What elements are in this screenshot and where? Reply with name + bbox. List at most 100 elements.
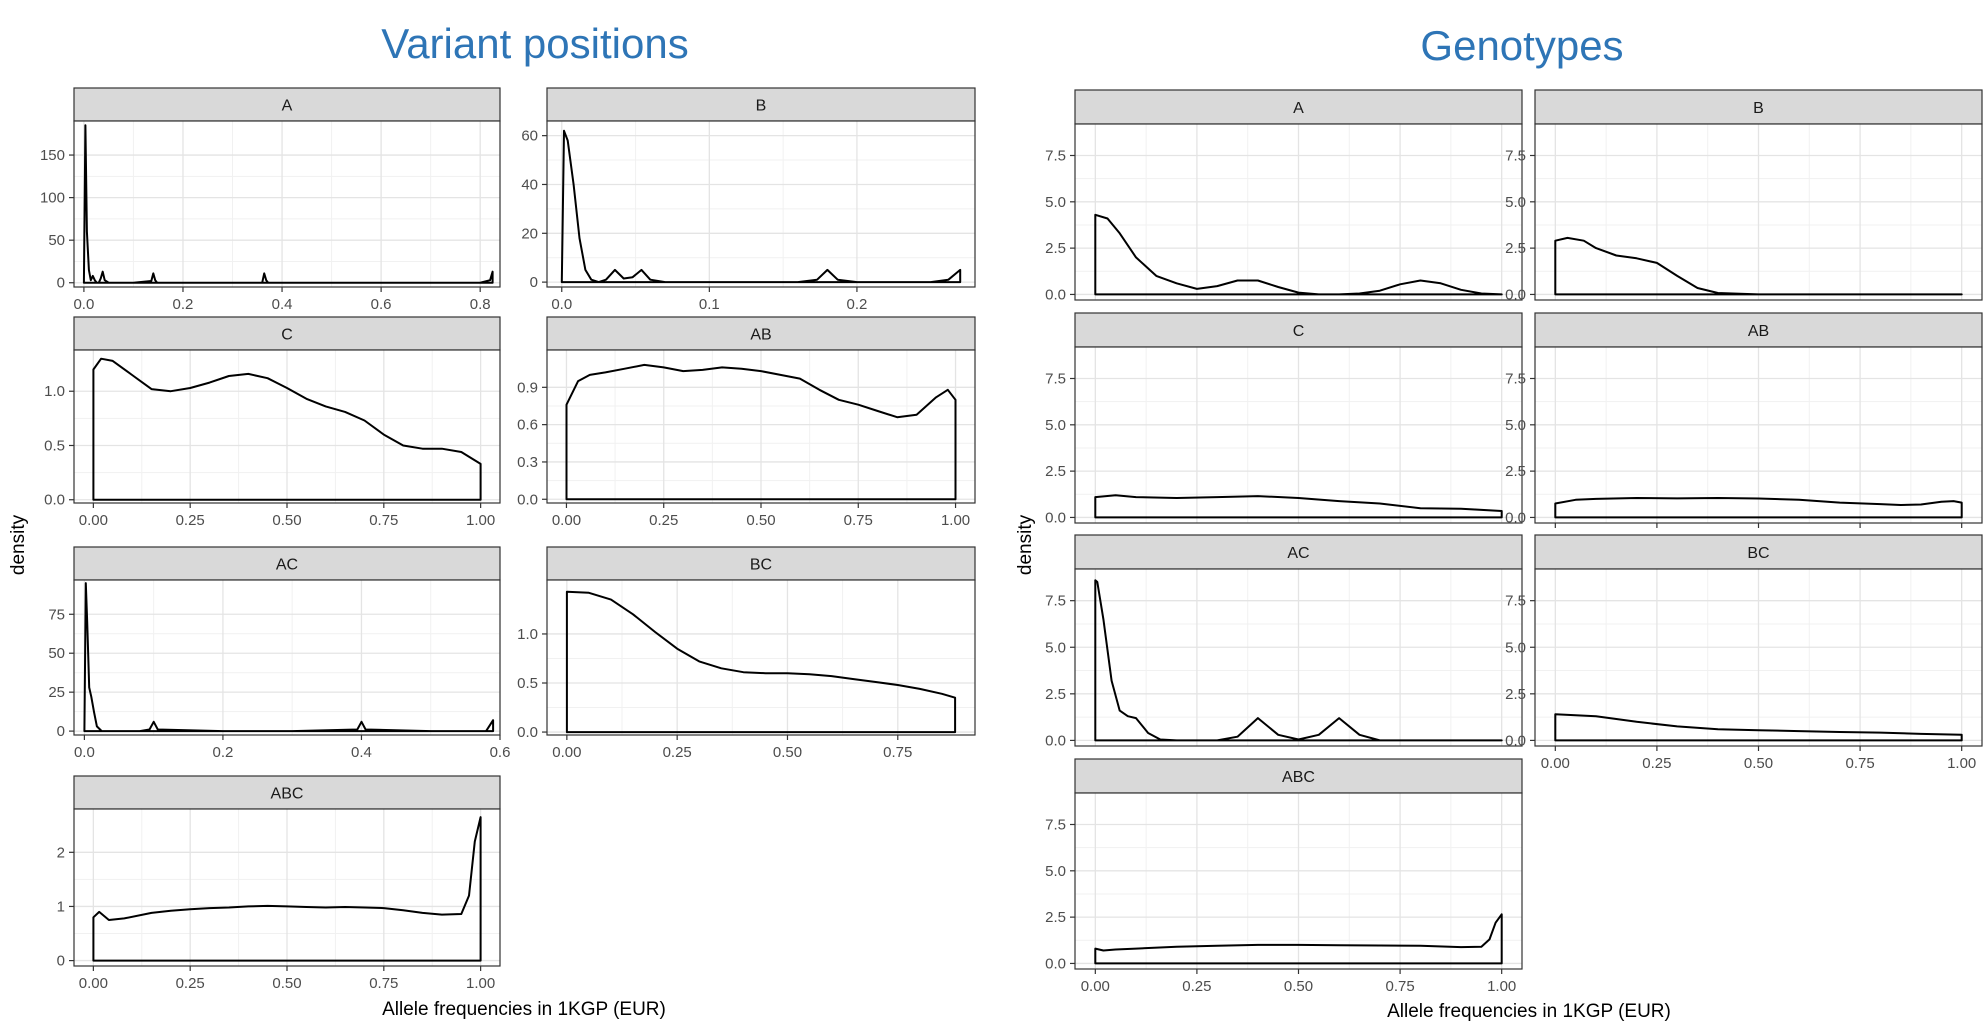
x-tick-label: 0.4 <box>351 744 372 761</box>
density-curve <box>82 124 494 284</box>
x-tick-label: 0.8 <box>470 296 491 313</box>
y-tick-label: 0 <box>57 275 65 292</box>
panel-border <box>1534 123 1983 301</box>
x-tick-label: 1.00 <box>466 512 495 529</box>
x-tick-label: 0.50 <box>746 512 775 529</box>
x-tick-label: 0.00 <box>552 744 581 761</box>
y-tick-label: 2.5 <box>1045 686 1066 703</box>
y-tick-label: 0.3 <box>517 454 538 471</box>
y-tick-label: 0.0 <box>1045 732 1066 749</box>
facet-ab: AB 0.0 0.3 0.6 0.9 0.00 0.25 0.50 0.75 1.00 <box>517 316 976 529</box>
y-tick-label: 0.0 <box>1505 509 1526 526</box>
y-tick-label: 2.5 <box>1505 686 1526 703</box>
x-tick-label: 0.50 <box>1744 755 1773 772</box>
density-curve <box>1554 497 1963 519</box>
plot-area <box>74 121 500 287</box>
y-tick-label: 5.0 <box>1045 639 1066 656</box>
x-tick-label: 0.50 <box>773 744 802 761</box>
x-tick-label: 0.75 <box>883 744 912 761</box>
x-tick-label: 0.00 <box>79 975 108 992</box>
y-tick-label: 0.0 <box>1045 955 1066 972</box>
x-tick-label: 0.0 <box>74 744 95 761</box>
facet-label: ABC <box>1282 769 1315 786</box>
y-tick-label: 0 <box>57 723 65 740</box>
y-tick-label: 0.6 <box>517 417 538 434</box>
density-curve <box>565 363 957 501</box>
facet-strip <box>1534 534 1983 570</box>
panel-border <box>1074 123 1523 301</box>
x-tick-label: 1.00 <box>1487 978 1516 995</box>
facet-a: A 0.0 2.5 5.0 7.5 <box>1045 89 1523 303</box>
x-tick-label: 0.25 <box>176 512 205 529</box>
y-tick-label: 5.0 <box>1045 417 1066 434</box>
facet-label: AC <box>1287 545 1309 562</box>
y-tick-label: 0.0 <box>44 492 65 509</box>
y-tick-label: 100 <box>40 190 65 207</box>
density-curve <box>1554 713 1963 742</box>
x-tick-label: 0.25 <box>176 975 205 992</box>
facet-strip <box>1074 758 1523 794</box>
facet-strip <box>73 546 501 581</box>
y-tick-label: 7.5 <box>1045 370 1066 387</box>
plot-area <box>74 580 500 735</box>
facet-strip <box>546 87 976 122</box>
facet-c: C 0.0 0.5 1.0 0.00 0.25 0.50 0.75 1.00 <box>44 316 501 529</box>
y-tick-label: 0.0 <box>517 491 538 508</box>
y-tick-label: 0.9 <box>517 379 538 396</box>
facet-strip <box>1074 534 1523 570</box>
x-tick-label: 0.00 <box>1541 755 1570 772</box>
facet-label: BC <box>750 557 772 574</box>
y-tick-label: 0.0 <box>1045 286 1066 303</box>
x-tick-label: 1.00 <box>466 975 495 992</box>
y-tick-label: 2.5 <box>1505 463 1526 480</box>
panel-border <box>73 120 501 288</box>
y-tick-label: 7.5 <box>1505 593 1526 610</box>
left-x-axis-title: Allele frequencies in 1KGP (EUR) <box>382 999 666 1020</box>
x-tick-label: 0.50 <box>272 512 301 529</box>
y-tick-label: 0.0 <box>1505 732 1526 749</box>
x-tick-label: 0.6 <box>371 296 392 313</box>
y-tick-label: 0.5 <box>44 437 65 454</box>
y-tick-label: 5.0 <box>1505 639 1526 656</box>
x-tick-label: 0.25 <box>649 512 678 529</box>
facet-c: C 0.0 2.5 5.0 7.5 <box>1045 312 1523 526</box>
x-tick-label: 0.4 <box>272 296 293 313</box>
density-curve <box>92 357 482 501</box>
x-tick-label: 0.75 <box>369 512 398 529</box>
x-tick-label: 0.25 <box>663 744 692 761</box>
y-tick-label: 0.0 <box>517 724 538 741</box>
x-tick-label: 0.2 <box>847 296 868 313</box>
density-curve <box>1094 213 1503 296</box>
x-tick-label: 0.0 <box>73 296 94 313</box>
facet-label: ABC <box>271 786 304 803</box>
facet-label: AB <box>1748 323 1769 340</box>
facet-strip <box>1534 312 1983 348</box>
facet-a: A 0 50 100 150 0.0 0.2 0.4 0.6 0.8 <box>40 87 501 313</box>
facet-label: A <box>1293 100 1304 117</box>
x-tick-label: 0.00 <box>79 512 108 529</box>
y-tick-label: 50 <box>48 232 65 249</box>
density-curve <box>1094 579 1503 742</box>
right-chart: A0.02.55.07.5B0.02.55.07.5C0.02.55.07.5A… <box>1045 89 1983 995</box>
density-curve <box>560 129 962 284</box>
x-tick-label: 0.0 <box>551 296 572 313</box>
density-curve <box>83 582 495 733</box>
facet-label: C <box>1293 323 1305 340</box>
y-tick-label: 2.5 <box>1505 240 1526 257</box>
y-tick-label: 2.5 <box>1045 909 1066 926</box>
y-tick-label: 7.5 <box>1045 147 1066 164</box>
facet-strip <box>73 775 501 810</box>
facet-bc: BC 0.0 0.5 1.0 0.00 0.25 0.50 0.75 <box>517 546 976 761</box>
panel-border <box>73 579 501 736</box>
y-tick-label: 50 <box>48 645 65 662</box>
x-tick-label: 0.25 <box>1182 978 1211 995</box>
facet-ac: AC 0 25 50 75 0.0 0.2 0.4 0.6 <box>48 546 511 761</box>
facet-label: AB <box>750 327 771 344</box>
facet-ac: AC 0.0 2.5 5.0 7.5 <box>1045 534 1523 749</box>
y-tick-label: 2.5 <box>1045 240 1066 257</box>
x-tick-label: 0.6 <box>490 744 511 761</box>
panel-border <box>546 120 976 288</box>
y-tick-label: 7.5 <box>1505 147 1526 164</box>
